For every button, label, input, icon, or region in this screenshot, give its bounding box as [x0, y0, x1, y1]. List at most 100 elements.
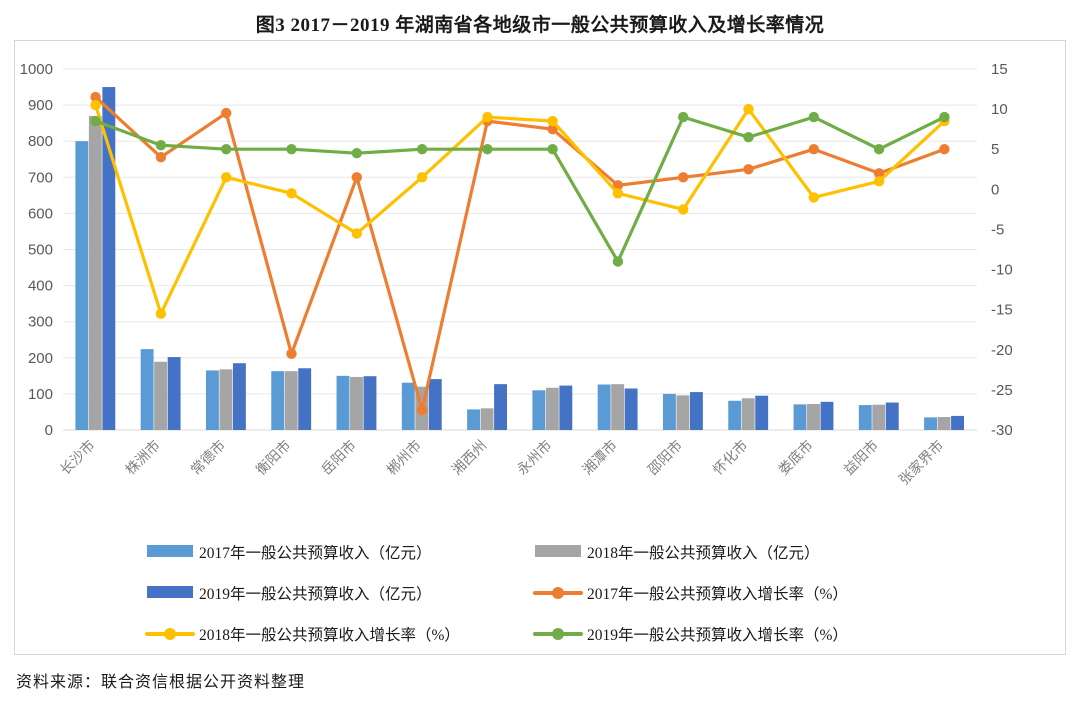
bar: [232, 363, 246, 430]
data-point: [808, 111, 819, 123]
legend-line-2018[interactable]: 2018年一般公共预算收入增长率（%）: [145, 625, 460, 644]
category-label: 郴州市: [383, 437, 424, 478]
legend-label: 2018年一般公共预算收入增长率（%）: [199, 625, 460, 644]
bar: [611, 384, 625, 430]
legend-bar-2017[interactable]: 2017年一般公共预算收入（亿元）: [147, 543, 432, 562]
right-axis-tick-label: -25: [991, 382, 1013, 399]
category-label: 益阳市: [840, 437, 881, 478]
data-point: [743, 164, 754, 175]
category-label: 张家界市: [896, 437, 947, 488]
data-point: [547, 124, 558, 135]
bar: [467, 409, 481, 430]
bar: [951, 415, 964, 430]
data-line: [94, 103, 946, 316]
bar: [336, 375, 350, 430]
data-point: [286, 188, 297, 199]
category-label: 岳阳市: [318, 437, 359, 478]
legend-swatch-marker: [164, 628, 176, 640]
right-axis-tick-label: -15: [991, 302, 1013, 319]
category-label: 娄底市: [775, 437, 816, 478]
data-point: [808, 192, 819, 203]
data-point: [416, 144, 428, 155]
right-axis-tick-label: 15: [991, 61, 1008, 78]
bar: [793, 404, 807, 430]
category-label: 长沙市: [57, 437, 98, 478]
bars-group: [75, 87, 964, 431]
data-point: [547, 115, 558, 127]
legend-swatch-bar: [535, 545, 581, 557]
left-axis-tick-label: 400: [28, 278, 53, 295]
bar: [937, 417, 951, 430]
data-point: [939, 144, 950, 155]
data-point: [678, 172, 689, 183]
left-axis-labels: 0 100 200 300 400 500 600 700 800 900 1000: [20, 61, 53, 439]
category-label: 株洲市: [122, 437, 163, 478]
legend-line-2017[interactable]: 2017年一般公共预算收入增长率（%）: [533, 584, 848, 603]
data-point: [155, 308, 167, 319]
legend-line-2019[interactable]: 2019年一般公共预算收入增长率（%）: [533, 625, 848, 644]
bar: [885, 402, 899, 430]
bar: [924, 417, 938, 430]
legend-swatch-marker: [552, 587, 564, 599]
bar: [154, 361, 168, 430]
category-label: 常德市: [187, 437, 228, 478]
lines-group: [90, 91, 950, 416]
category-label: 湘西州: [448, 437, 489, 478]
bar: [205, 370, 219, 430]
legend-bar-2018[interactable]: 2018年一般公共预算收入（亿元）: [535, 543, 820, 562]
left-axis-tick-label: 900: [28, 97, 53, 114]
chart-container: 0 100 200 300 400 500 600 700 800 900 1000 -30 -25 -2…: [14, 40, 1066, 655]
left-axis-tick-label: 800: [28, 133, 53, 150]
bar: [545, 387, 559, 430]
data-line: [94, 95, 946, 412]
data-point: [286, 144, 297, 155]
bar: [858, 405, 872, 430]
right-axis-tick-label: -5: [991, 221, 1004, 238]
left-axis-tick-label: 1000: [20, 61, 53, 78]
right-axis-tick-label: 10: [991, 101, 1008, 118]
data-point: [351, 228, 362, 239]
bar: [494, 384, 507, 430]
data-point: [221, 144, 232, 155]
data-point: [90, 99, 101, 111]
legend-label: 2019年一般公共预算收入（亿元）: [199, 584, 432, 603]
category-label: 湘潭市: [579, 437, 620, 478]
bar: [75, 141, 89, 430]
data-point: [743, 132, 754, 143]
source-note: 资料来源：联合资信根据公开资料整理: [16, 674, 306, 691]
data-point: [155, 152, 167, 163]
legend-bar-2019[interactable]: 2019年一般公共预算收入（亿元）: [147, 584, 432, 603]
bar: [676, 395, 690, 430]
bar: [662, 393, 676, 430]
bar: [363, 376, 377, 430]
data-point: [221, 107, 232, 119]
right-axis-tick-label: 0: [991, 181, 999, 198]
legend-label: 2017年一般公共预算收入增长率（%）: [587, 584, 848, 603]
legend-label: 2018年一般公共预算收入（亿元）: [587, 543, 820, 562]
bar: [689, 392, 703, 430]
data-point: [873, 144, 885, 155]
data-point: [482, 111, 493, 123]
left-axis-tick-label: 700: [28, 169, 53, 186]
data-point: [482, 144, 493, 155]
data-point: [743, 103, 754, 115]
left-axis-tick-label: 300: [28, 314, 53, 331]
page-title: 图3 2017－2019 年湖南省各地级市一般公共预算收入及增长率情况: [255, 15, 825, 36]
data-point: [612, 180, 624, 191]
data-point: [90, 115, 101, 127]
category-labels: 长沙市 株洲市 常德市 衡阳市 岳阳市 郴州市 湘西州 永州市 湘潭市 邵阳市 怀化市 娄底市 益阳市张…: [57, 437, 947, 488]
legend-label: 2019年一般公共预算收入增长率（%）: [587, 625, 848, 644]
category-label: 邵阳市: [644, 437, 685, 478]
bar: [350, 376, 363, 430]
legend-swatch-bar: [147, 545, 193, 557]
bar: [401, 382, 415, 430]
data-point: [808, 144, 819, 155]
left-axis-tick-label: 600: [28, 205, 53, 222]
left-axis-tick-label: 500: [28, 242, 53, 259]
bar: [219, 369, 233, 430]
legend-label: 2017年一般公共预算收入（亿元）: [199, 543, 432, 562]
data-point: [873, 176, 885, 187]
left-axis-tick-label: 0: [45, 422, 53, 439]
bar: [480, 408, 494, 430]
gridlines-group: [63, 68, 977, 431]
